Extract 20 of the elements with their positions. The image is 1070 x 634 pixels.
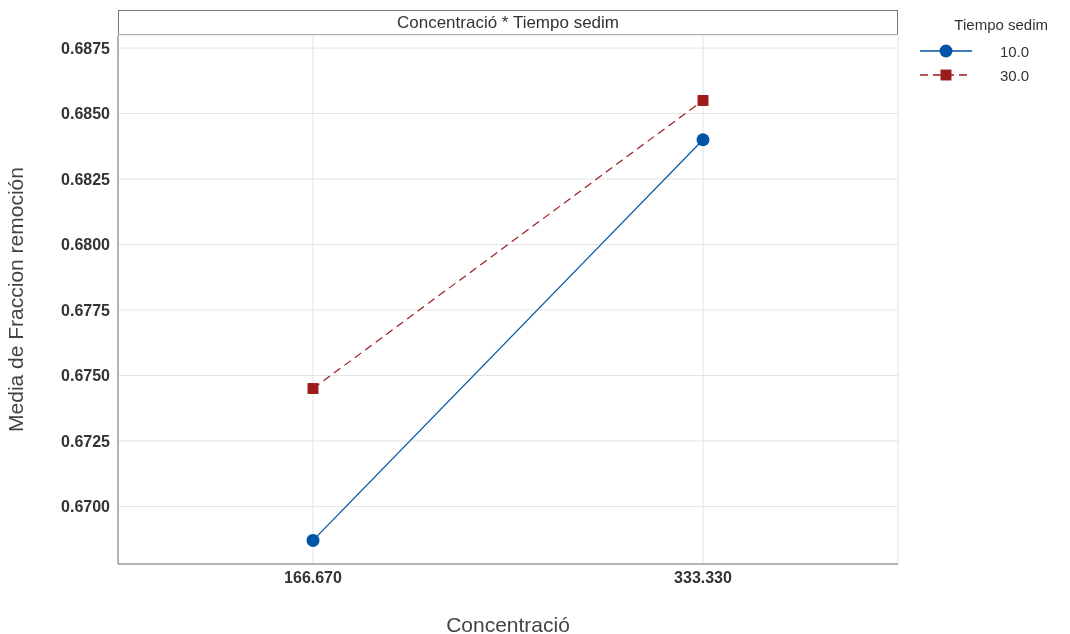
legend-label: 10.0 [1000, 42, 1030, 60]
chart-title: Concentració * Tiempo sedim [118, 10, 898, 35]
y-tick-label: 0.6850 [61, 105, 111, 123]
point [306, 533, 320, 547]
x-tick-label: 166.670 [284, 569, 343, 587]
point [696, 133, 710, 147]
legend-label: 30.0 [1000, 66, 1030, 84]
y-tick-label: 0.6750 [61, 367, 111, 385]
point [697, 95, 709, 106]
y-tick-label: 0.6800 [61, 236, 111, 254]
y-tick-label: 0.6725 [61, 432, 111, 450]
legend-title: Tiempo sedim [953, 16, 1048, 33]
x-tick-label: 333.330 [674, 569, 733, 587]
y-tick-label: 0.6700 [61, 498, 111, 516]
y-tick-label: 0.6775 [61, 301, 111, 319]
point [307, 383, 319, 394]
y-axis-title: Media de Fraccion remoción [4, 167, 28, 432]
x-axis-title: Concentració [446, 613, 570, 634]
y-tick-label: 0.6875 [61, 39, 111, 57]
y-tick-label: 0.6825 [61, 170, 111, 188]
